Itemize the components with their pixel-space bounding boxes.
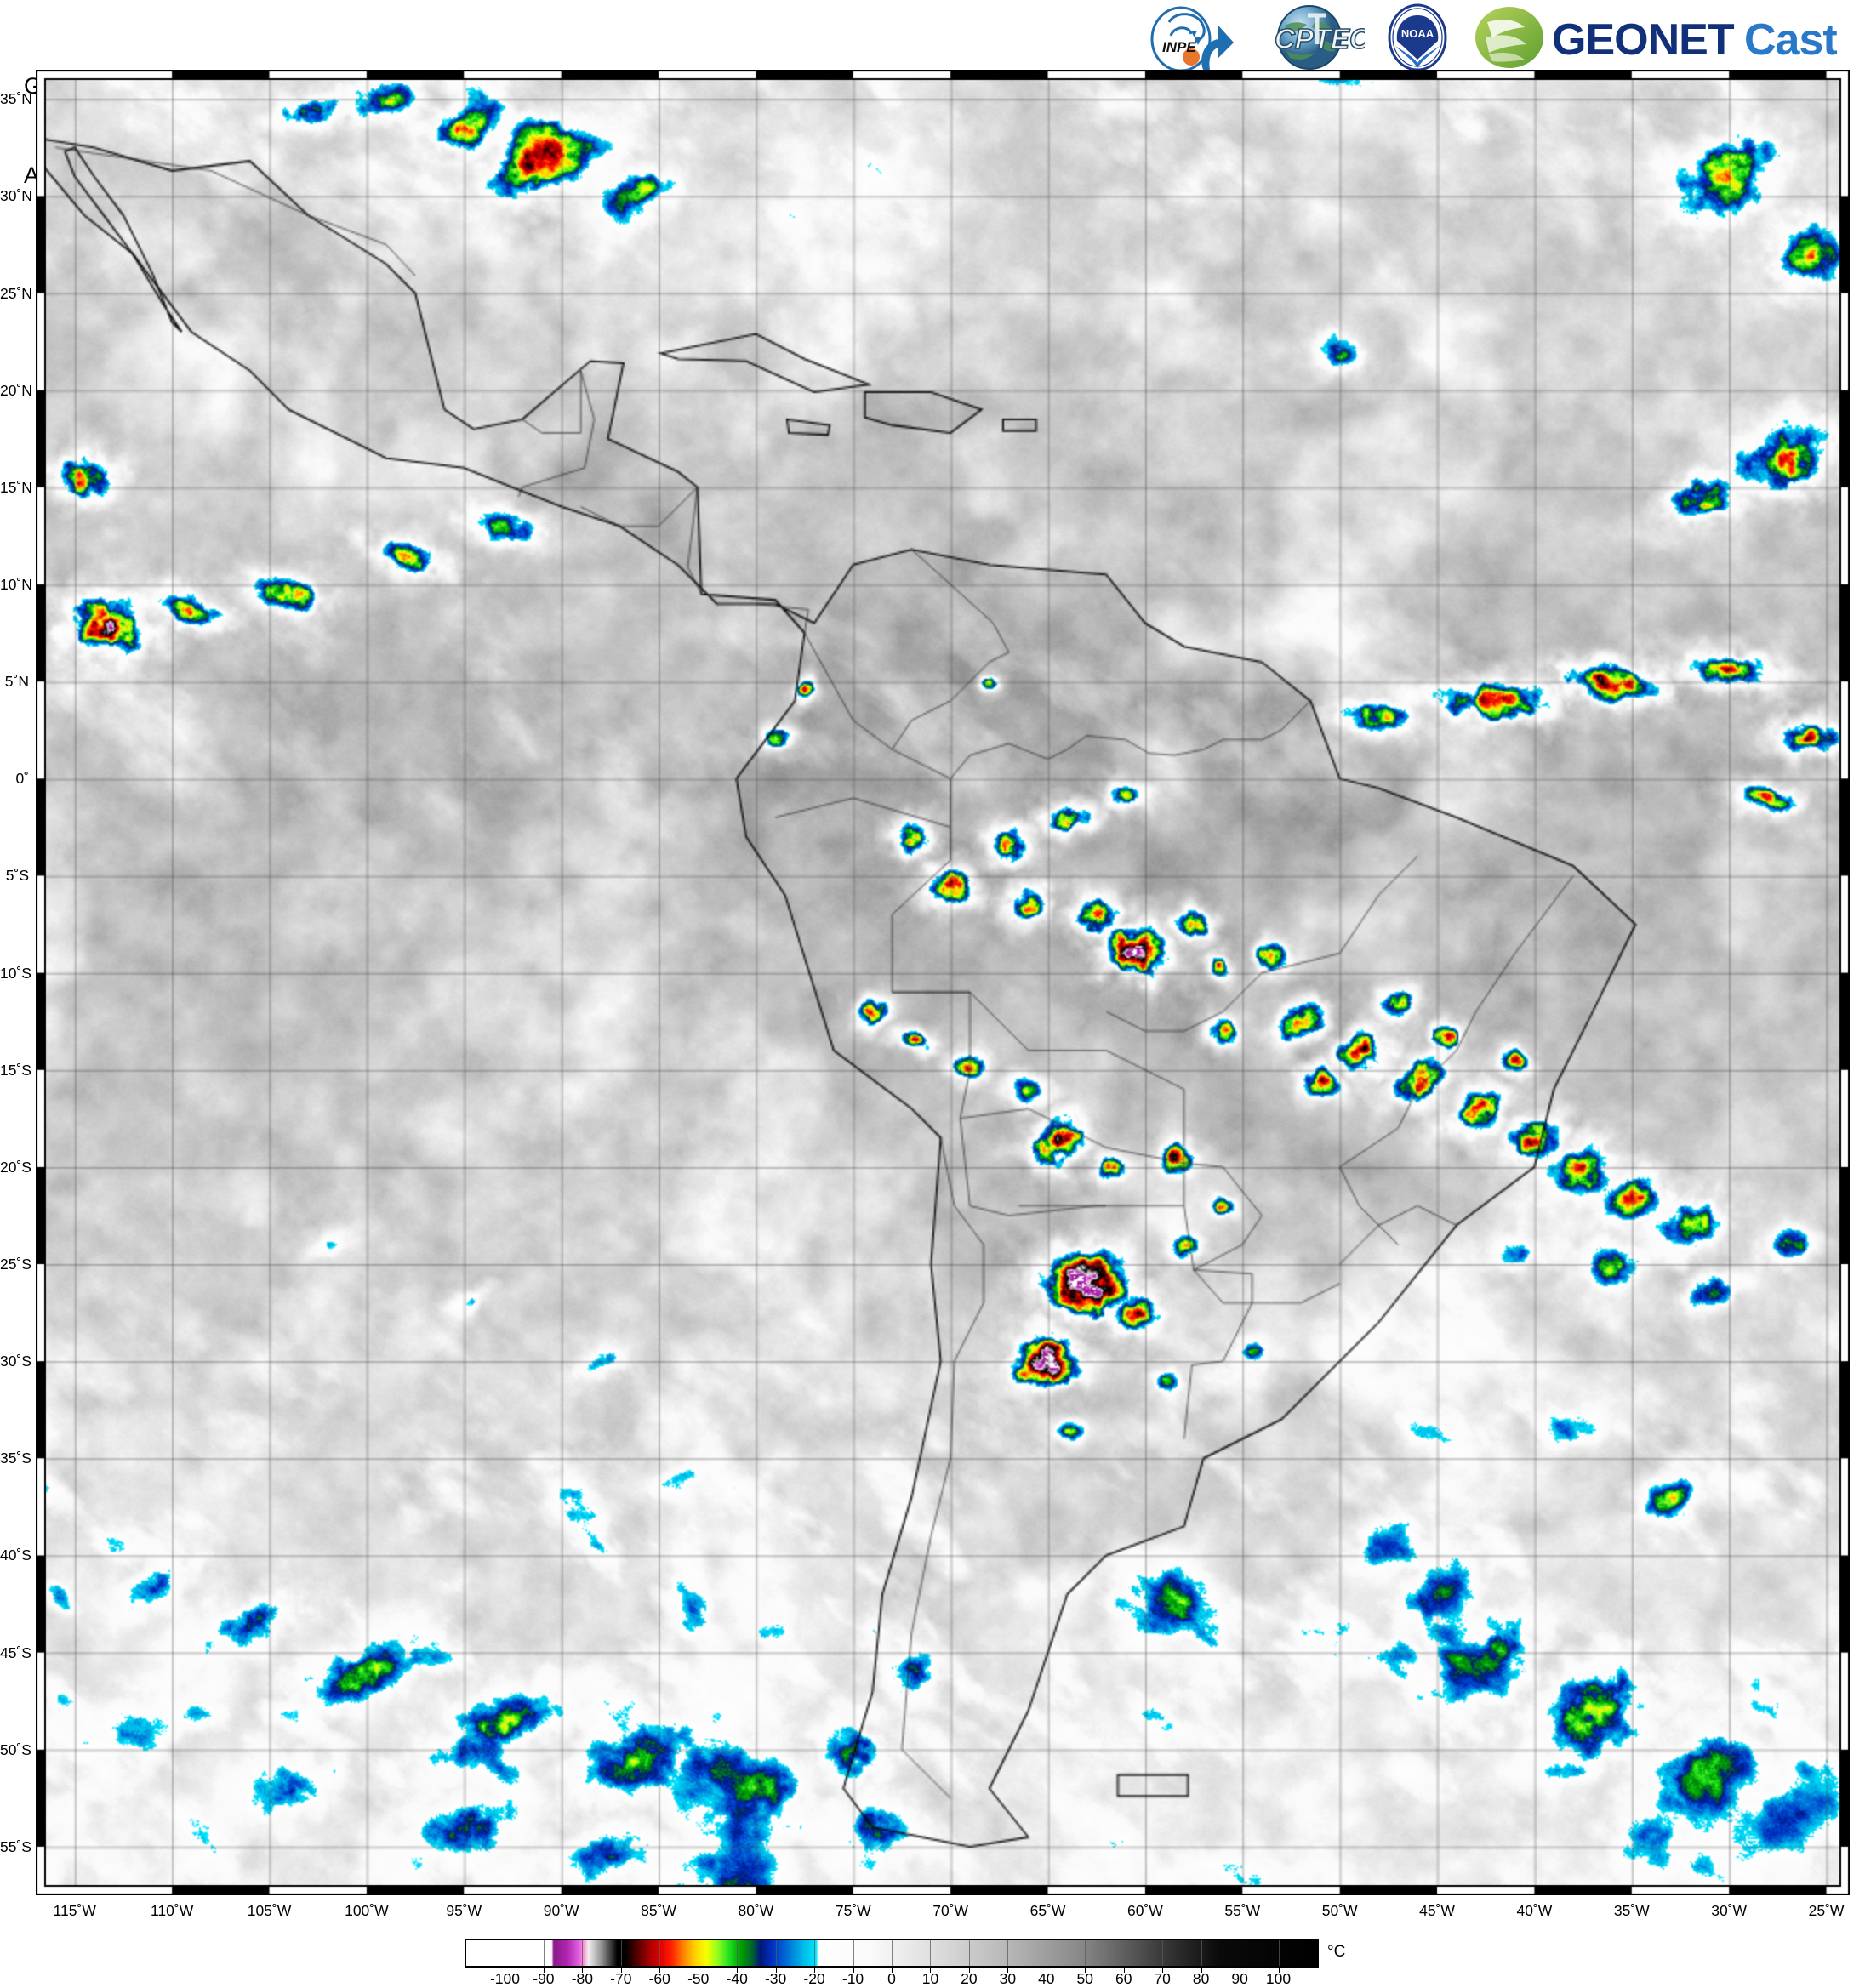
colorbar-minor-tick — [1007, 1940, 1009, 1966]
colorbar-minor-tick — [775, 1940, 777, 1966]
lat-tick-label: 10˚S — [0, 964, 31, 982]
svg-text:GEONET: GEONET — [1552, 15, 1735, 65]
lon-tick-label: 40˚W — [1516, 1902, 1553, 1919]
lat-tick-label: 25˚S — [0, 1256, 31, 1273]
lat-tick-label: 25˚N — [0, 284, 32, 302]
lat-tick-label: 0˚ — [15, 770, 29, 788]
colorbar-tick — [737, 1966, 739, 1973]
lon-tick-label: 45˚W — [1419, 1902, 1455, 1919]
lon-tick-label: 90˚W — [543, 1902, 579, 1919]
lat-tick-label: 30˚S — [0, 1353, 31, 1370]
lon-tick-label: 105˚W — [247, 1902, 292, 1919]
colorbar-tick — [1123, 1966, 1125, 1973]
lat-tick-label: 10˚N — [0, 575, 32, 593]
colorbar-tick — [775, 1966, 777, 1973]
colorbar-minor-tick — [659, 1940, 661, 1966]
svg-text:NOAA: NOAA — [1401, 27, 1434, 40]
colorbar-tick — [1201, 1966, 1202, 1973]
lon-tick-label: 50˚W — [1321, 1902, 1358, 1919]
lon-tick-label: 80˚W — [738, 1902, 774, 1919]
svg-text:CPTEC: CPTEC — [1275, 23, 1365, 54]
colorbar-minor-tick — [737, 1940, 739, 1966]
colorbar-minor-tick — [1201, 1940, 1202, 1966]
colorbar-minor-tick — [814, 1940, 816, 1966]
colorbar-minor-tick — [620, 1940, 622, 1966]
colorbar-tick — [659, 1966, 661, 1973]
lon-tick-label: 35˚W — [1613, 1902, 1650, 1919]
lon-tick-label: 25˚W — [1808, 1902, 1845, 1919]
lon-tick-label: 60˚W — [1126, 1902, 1163, 1919]
colorbar-tick-label: 100 — [1265, 1970, 1292, 1987]
colorbar-minor-tick — [892, 1940, 893, 1966]
colorbar-tick — [1162, 1966, 1164, 1973]
lon-tick-label: 65˚W — [1029, 1902, 1066, 1919]
inpe-logo: INPE — [1145, 3, 1240, 71]
lat-tick-label: 5˚N — [4, 673, 29, 691]
satellite-map[interactable] — [36, 70, 1850, 1895]
colorbar-minor-tick — [853, 1940, 854, 1966]
svg-text:INPE: INPE — [1162, 39, 1196, 55]
colorbar-minor-tick — [968, 1940, 970, 1966]
lon-tick-label: 30˚W — [1711, 1902, 1748, 1919]
colorbar-tick — [814, 1966, 816, 1973]
lat-tick-label: 15˚N — [0, 478, 32, 496]
lat-tick-label: 35˚N — [0, 90, 32, 108]
colorbar-minor-tick — [1278, 1940, 1280, 1966]
lat-tick-label: 40˚S — [0, 1547, 31, 1564]
lat-tick-label: 20˚N — [0, 381, 32, 399]
colorbar-tick-label: 0 — [887, 1970, 896, 1987]
lon-tick-label: 110˚W — [151, 1902, 194, 1919]
colorbar-tick — [1085, 1966, 1086, 1973]
colorbar-minor-tick — [582, 1940, 584, 1966]
colorbar-tick — [1007, 1966, 1009, 1973]
lon-tick-label: 75˚W — [835, 1902, 871, 1919]
colorbar-tick — [543, 1966, 545, 1973]
logo-bar: INPE — [1145, 2, 1853, 73]
geonetcast-logo: GEONET Cast — [1470, 3, 1853, 71]
colorbar-tick — [1278, 1966, 1280, 1973]
noaa-logo: NOAA — [1378, 3, 1457, 71]
colorbar-unit-label: °C — [1327, 1943, 1346, 1961]
colorbar-minor-tick — [930, 1940, 932, 1966]
colorbar-tick — [930, 1966, 932, 1973]
colorbar-minor-tick — [1123, 1940, 1125, 1966]
lon-tick-label: 85˚W — [641, 1902, 676, 1919]
colorbar-tick — [892, 1966, 893, 1973]
colorbar-tick — [853, 1966, 854, 1973]
lon-tick-label: 95˚W — [446, 1902, 482, 1919]
lat-tick-label: 45˚S — [0, 1643, 31, 1661]
lat-tick-label: 50˚S — [0, 1740, 31, 1758]
svg-text:Cast: Cast — [1744, 15, 1837, 65]
lon-tick-label: 115˚W — [53, 1902, 96, 1919]
lon-tick-label: 55˚W — [1224, 1902, 1261, 1919]
lat-tick-label: 20˚S — [0, 1158, 31, 1176]
lat-tick-label: 15˚S — [0, 1061, 31, 1079]
colorbar-tick — [620, 1966, 622, 1973]
lon-tick-label: 100˚W — [345, 1902, 389, 1919]
lon-tick-label: 70˚W — [932, 1902, 969, 1919]
lat-tick-label: 55˚S — [0, 1837, 31, 1855]
cptec-logo: CPTEC — [1254, 3, 1365, 71]
ir-satellite-imagery[interactable] — [36, 70, 1850, 1895]
lat-tick-label: 35˚S — [0, 1450, 31, 1467]
lat-tick-label: 5˚S — [5, 867, 29, 885]
lat-tick-label: 30˚N — [0, 187, 32, 205]
colorbar-minor-tick — [543, 1940, 545, 1966]
colorbar-tick — [968, 1966, 970, 1973]
colorbar-tick — [582, 1966, 584, 1973]
colorbar-minor-tick — [1162, 1940, 1164, 1966]
colorbar-minor-tick — [1085, 1940, 1086, 1966]
